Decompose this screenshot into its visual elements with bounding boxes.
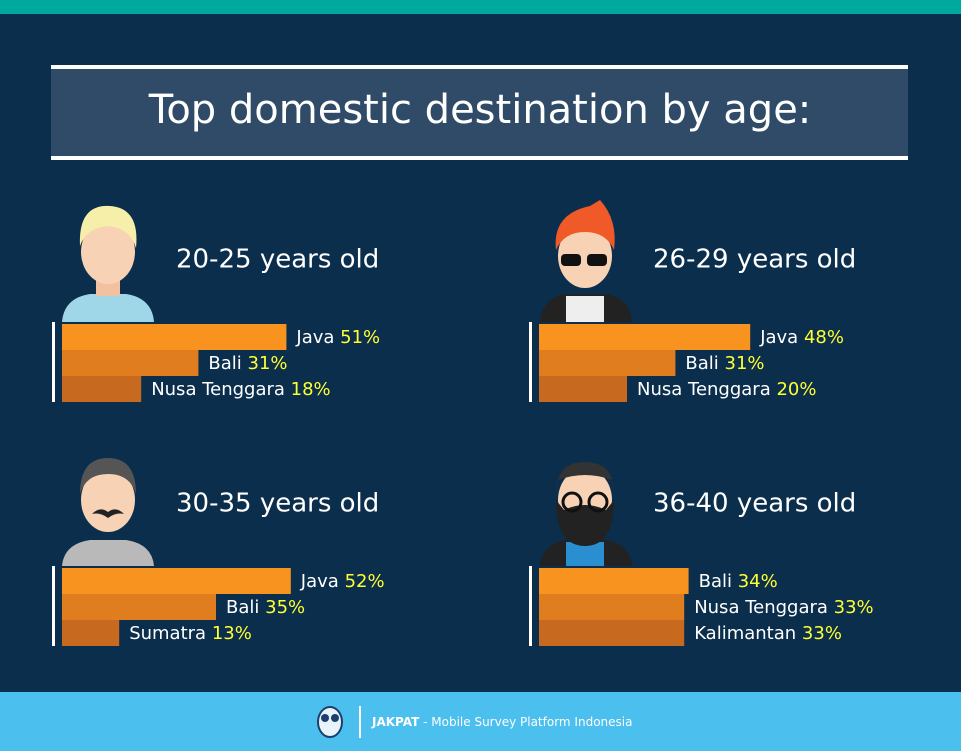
value-label: 31% — [725, 353, 765, 374]
bar — [62, 594, 216, 620]
axis-line — [52, 322, 55, 402]
axis-line — [52, 566, 55, 646]
category-label: Bali — [226, 597, 259, 618]
footer-tagline: - Mobile Survey Platform Indonesia — [423, 715, 632, 729]
chart-title: 20-25 years old — [176, 245, 379, 275]
category-label: Nusa Tenggara — [694, 597, 828, 618]
category-label: Bali — [208, 353, 241, 374]
value-label: 31% — [248, 353, 288, 374]
bar — [539, 324, 751, 350]
avatar — [62, 458, 154, 566]
category-label: Nusa Tenggara — [637, 379, 771, 400]
bar-label: Bali 31% — [685, 353, 764, 374]
bar — [539, 620, 685, 646]
bar — [539, 594, 685, 620]
title-box — [51, 67, 908, 158]
top-strip — [0, 0, 961, 14]
bar — [539, 568, 689, 594]
avatar — [540, 462, 632, 566]
value-label: 20% — [776, 379, 816, 400]
value-label: 13% — [212, 623, 252, 644]
category-label: Kalimantan — [694, 623, 796, 644]
chart-title: 36-40 years old — [653, 489, 856, 519]
category-label: Java — [300, 571, 339, 592]
avatar — [540, 200, 632, 322]
bar-label: Sumatra 13% — [129, 623, 252, 644]
bar-label: Nusa Tenggara 33% — [694, 597, 873, 618]
value-label: 51% — [340, 327, 380, 348]
axis-line — [529, 322, 532, 402]
category-label: Sumatra — [129, 623, 206, 644]
logo — [317, 706, 343, 738]
bar — [62, 620, 120, 646]
value-label: 18% — [291, 379, 331, 400]
value-label: 33% — [834, 597, 874, 618]
bar — [62, 350, 199, 376]
axis-line — [529, 566, 532, 646]
footer-band — [0, 692, 961, 751]
footer-separator — [359, 706, 361, 738]
footer-brand: JAKPAT — [371, 715, 420, 729]
bar-label: Java 48% — [759, 327, 844, 348]
bar — [539, 350, 676, 376]
category-label: Java — [759, 327, 798, 348]
bar — [539, 376, 627, 402]
bar — [62, 324, 287, 350]
title-rule — [51, 156, 908, 160]
chart-title: 26-29 years old — [653, 245, 856, 275]
value-label: 52% — [345, 571, 385, 592]
value-label: 48% — [804, 327, 844, 348]
value-label: 33% — [802, 623, 842, 644]
bar-label: Bali 35% — [226, 597, 305, 618]
title-rule — [51, 65, 908, 69]
bar-label: Java 52% — [300, 571, 385, 592]
footer-text: JAKPAT - Mobile Survey Platform Indonesi… — [371, 715, 632, 729]
value-label: 35% — [265, 597, 305, 618]
chart-title: 30-35 years old — [176, 489, 379, 519]
value-label: 34% — [738, 571, 778, 592]
bar-label: Bali 31% — [208, 353, 287, 374]
category-label: Java — [295, 327, 334, 348]
bar-label: Nusa Tenggara 18% — [151, 379, 330, 400]
category-label: Bali — [685, 353, 718, 374]
main-title: Top domestic destination by age: — [148, 87, 812, 133]
bar — [62, 568, 291, 594]
bar-label: Kalimantan 33% — [694, 623, 842, 644]
category-label: Nusa Tenggara — [151, 379, 285, 400]
bar-label: Nusa Tenggara 20% — [637, 379, 816, 400]
category-label: Bali — [699, 571, 732, 592]
bar-label: Java 51% — [295, 327, 380, 348]
avatar — [62, 205, 154, 322]
bar-label: Bali 34% — [699, 571, 778, 592]
bar — [62, 376, 142, 402]
